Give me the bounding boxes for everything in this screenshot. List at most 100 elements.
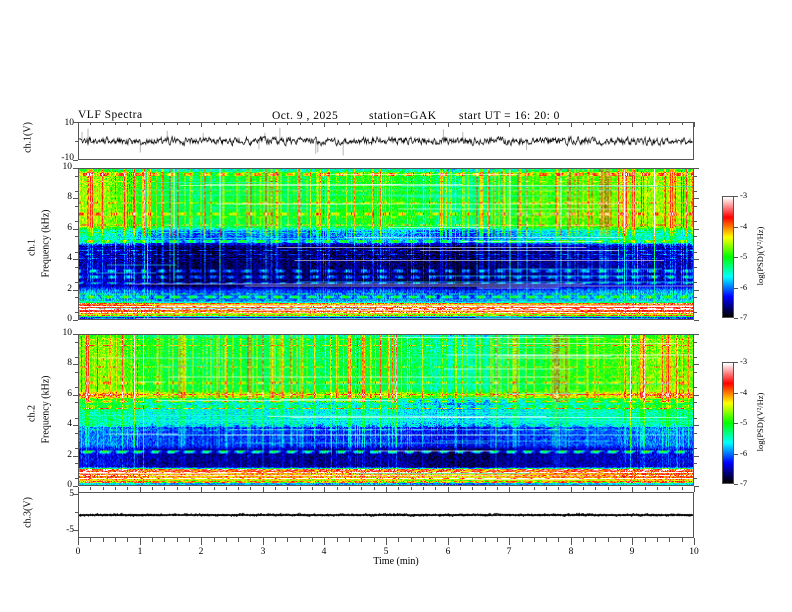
axis-tick xyxy=(398,122,399,125)
axis-tick xyxy=(734,454,738,455)
axis-tick xyxy=(349,538,350,542)
ch1-volts-ylabel-wrap: ch.1(V) xyxy=(10,122,46,158)
axis-tick-label: -4 xyxy=(740,221,748,231)
axis-tick xyxy=(287,487,288,490)
axis-tick xyxy=(460,487,461,490)
axis-tick xyxy=(226,487,227,490)
axis-tick xyxy=(75,312,78,313)
axis-tick xyxy=(75,176,78,177)
axis-tick xyxy=(398,538,399,542)
axis-tick xyxy=(90,538,91,542)
panel-ch2-spectrogram xyxy=(78,334,694,486)
axis-tick xyxy=(694,448,697,449)
axis-tick xyxy=(694,252,697,253)
axis-tick xyxy=(189,122,190,125)
axis-tick xyxy=(657,122,658,125)
axis-tick xyxy=(361,487,362,490)
axis-tick xyxy=(73,530,78,531)
axis-tick-label: 4 xyxy=(321,547,327,557)
axis-tick xyxy=(497,538,498,542)
axis-tick xyxy=(78,538,79,545)
axis-tick xyxy=(608,122,609,125)
axis-tick xyxy=(497,122,498,125)
axis-tick xyxy=(571,538,572,545)
axis-tick-label: -6 xyxy=(740,282,748,292)
axis-tick xyxy=(386,122,387,127)
axis-tick xyxy=(103,122,104,125)
axis-tick xyxy=(115,538,116,542)
axis-tick xyxy=(164,122,165,125)
axis-tick xyxy=(75,512,78,513)
axis-tick xyxy=(177,538,178,542)
x-axis-label: Time (min) xyxy=(373,556,419,567)
axis-tick xyxy=(73,259,78,260)
axis-tick-label: 0 xyxy=(75,547,81,557)
axis-tick xyxy=(558,122,559,125)
axis-tick xyxy=(214,487,215,490)
axis-tick xyxy=(238,538,239,542)
figure-station: station=GAK xyxy=(369,110,437,122)
axis-tick xyxy=(73,395,78,396)
axis-tick xyxy=(238,487,239,490)
axis-tick xyxy=(75,448,78,449)
axis-tick xyxy=(73,486,78,487)
axis-tick-label: 0 xyxy=(67,314,72,324)
axis-tick xyxy=(694,342,697,343)
axis-tick-label: 2 xyxy=(67,284,72,294)
axis-tick xyxy=(75,387,78,388)
axis-tick xyxy=(75,357,78,358)
axis-tick xyxy=(349,122,350,125)
axis-tick xyxy=(75,282,78,283)
axis-tick xyxy=(583,487,584,490)
axis-tick xyxy=(226,538,227,542)
axis-tick xyxy=(694,259,699,260)
axis-tick xyxy=(214,122,215,125)
ch1-volts-ylabel: ch.1(V) xyxy=(22,122,34,153)
ch2-spec-ylabel-ch-wrap: ch.2 xyxy=(24,396,40,436)
axis-tick xyxy=(411,122,412,125)
axis-tick xyxy=(75,402,78,403)
axis-tick xyxy=(263,487,264,492)
axis-tick xyxy=(558,487,559,490)
axis-tick xyxy=(75,478,78,479)
axis-tick xyxy=(632,122,633,127)
axis-tick xyxy=(250,538,251,542)
axis-tick xyxy=(645,538,646,542)
axis-tick-label: 7 xyxy=(506,547,512,557)
axis-tick xyxy=(152,487,153,490)
axis-tick xyxy=(694,236,697,237)
axis-tick xyxy=(374,487,375,490)
axis-tick xyxy=(238,122,239,125)
axis-tick xyxy=(632,487,633,492)
axis-tick-label: 6 xyxy=(67,223,72,233)
axis-tick xyxy=(73,425,78,426)
axis-tick xyxy=(423,487,424,490)
figure-title: VLF Spectra xyxy=(78,109,143,121)
axis-tick xyxy=(694,402,697,403)
axis-tick xyxy=(189,487,190,490)
axis-tick xyxy=(534,538,535,542)
axis-tick xyxy=(645,122,646,125)
axis-tick xyxy=(620,538,621,542)
axis-tick xyxy=(734,288,738,289)
axis-tick-label: -3 xyxy=(740,190,748,200)
axis-tick xyxy=(75,297,78,298)
ch1-spec-ylabel-ch-wrap: ch.1 xyxy=(24,230,40,270)
axis-tick xyxy=(694,198,699,199)
axis-tick xyxy=(472,122,473,125)
axis-tick xyxy=(682,538,683,542)
axis-tick xyxy=(485,487,486,490)
axis-tick xyxy=(75,252,78,253)
axis-tick xyxy=(349,487,350,490)
axis-tick xyxy=(324,122,325,127)
axis-tick xyxy=(694,418,697,419)
axis-tick xyxy=(657,538,658,542)
axis-tick xyxy=(571,487,572,492)
axis-tick xyxy=(669,538,670,542)
axis-tick-label: -3 xyxy=(740,356,748,366)
axis-tick xyxy=(275,122,276,125)
axis-tick xyxy=(522,122,523,125)
axis-tick-label: -7 xyxy=(740,312,748,322)
axis-tick xyxy=(75,463,78,464)
axis-tick-label: 10 xyxy=(689,547,699,557)
